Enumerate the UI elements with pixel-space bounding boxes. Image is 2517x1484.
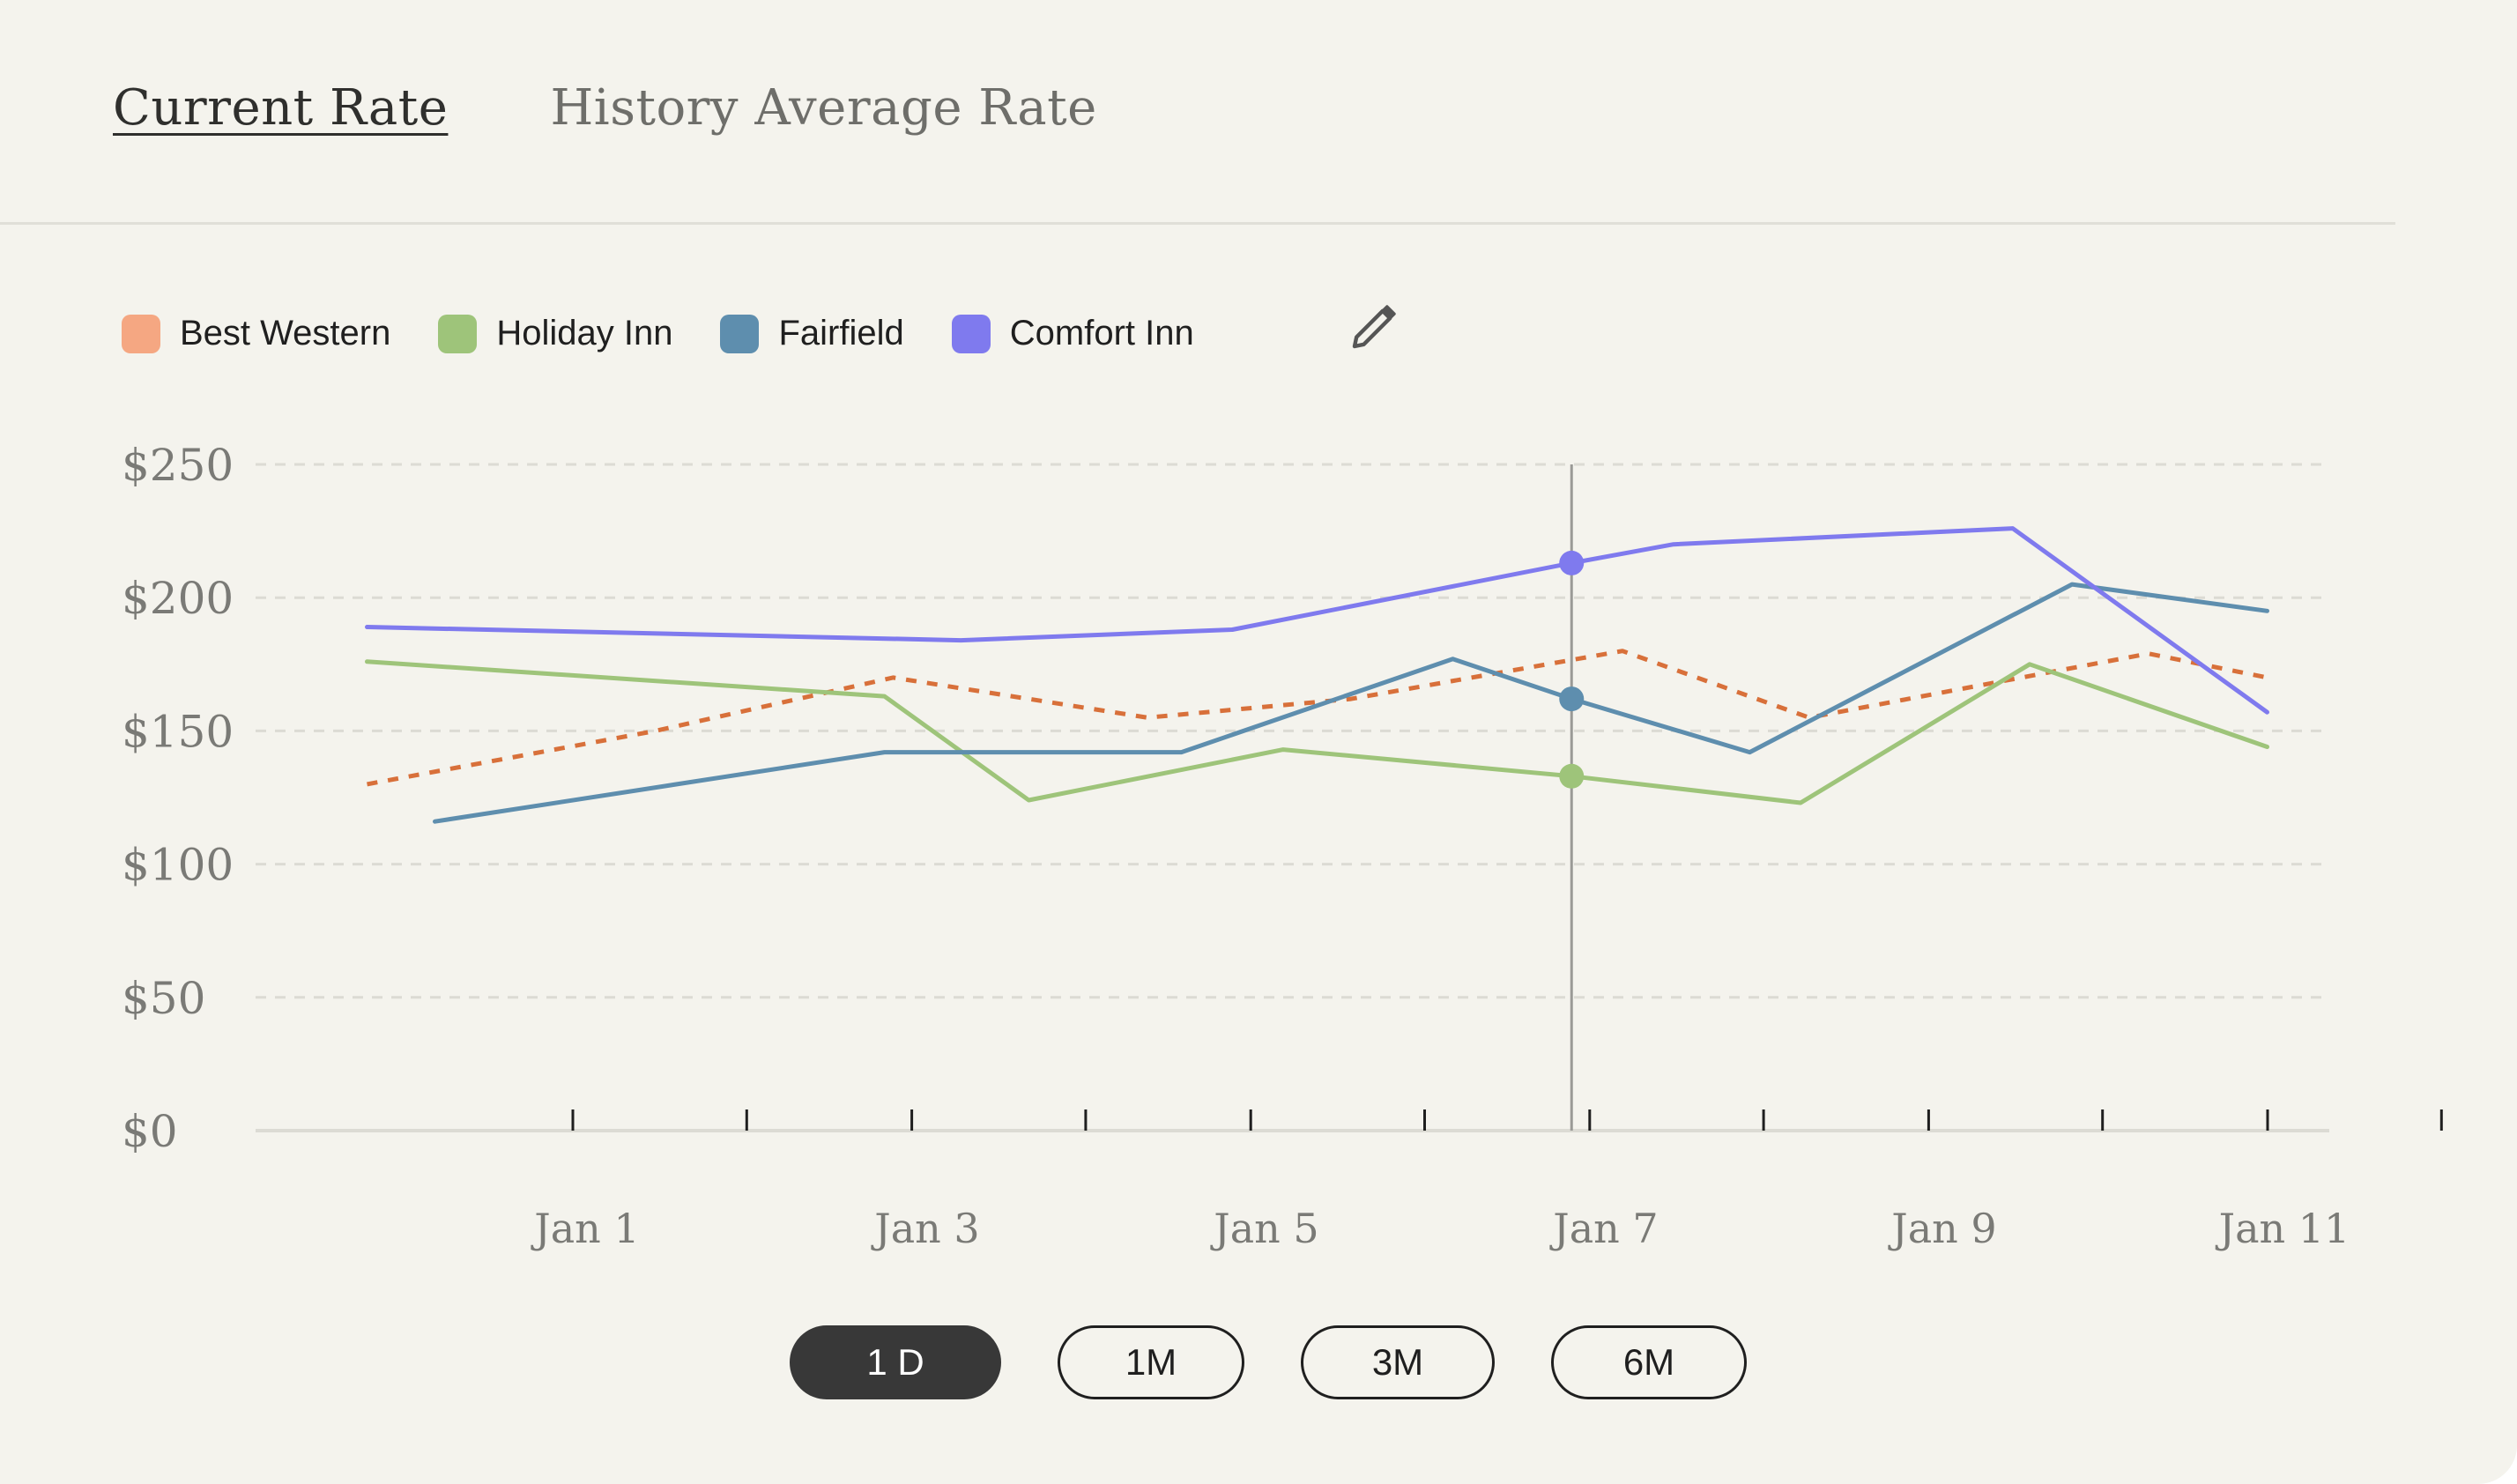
y-tick-label: $50 [122, 973, 205, 1024]
legend-item-fairfield[interactable]: Fairfield [720, 314, 904, 353]
x-tick-label: Jan 9 [1888, 1205, 1996, 1252]
x-tick-label: Jan 3 [871, 1205, 979, 1252]
x-tick-label: Jan 1 [531, 1205, 639, 1252]
legend-label: Holiday Inn [496, 314, 673, 352]
time-range-selector: 1 D 1M 3M 6M [790, 1325, 1747, 1399]
tab-current-rate[interactable]: Current Rate [113, 79, 449, 137]
y-tick-label: $250 [122, 440, 234, 491]
legend-swatch-fairfield [720, 314, 760, 353]
data-point-fairfield [1559, 686, 1585, 712]
legend-label: Best Western [180, 314, 391, 352]
y-tick-label: $100 [122, 840, 234, 891]
tabs-divider [0, 222, 2395, 225]
rate-tabs: Current Rate History Average Rate [113, 79, 1097, 137]
y-tick-label: $0 [122, 1106, 178, 1157]
y-tick-label: $200 [122, 573, 234, 624]
rate-line-chart: $0 $50 $100 $150 $200 $250 Jan 1 Jan 3 Jan 5 Jan … [122, 440, 2443, 1252]
x-tick-label: Jan 5 [1210, 1205, 1318, 1252]
data-point-comfort-inn [1559, 550, 1585, 575]
legend-swatch-holiday-inn [438, 314, 478, 353]
axis-layer: $0 $50 $100 $150 $200 $250 Jan 1 Jan 3 Jan 5 Jan … [122, 440, 2443, 1252]
series-line-comfort-inn [365, 526, 2269, 715]
range-1d-button[interactable]: 1 D [790, 1325, 1001, 1399]
legend-item-best-western[interactable]: Best Western [122, 314, 390, 353]
grid-layer [256, 463, 2329, 999]
x-tick-label: Jan 11 [2216, 1205, 2350, 1252]
legend-item-comfort-inn[interactable]: Comfort Inn [951, 314, 1194, 353]
series-layer [365, 526, 2269, 824]
legend-swatch-comfort-inn [951, 314, 991, 353]
data-point-holiday-inn [1559, 763, 1585, 789]
legend-item-holiday-inn[interactable]: Holiday Inn [438, 314, 672, 353]
legend-label: Comfort Inn [1009, 314, 1194, 352]
tab-history-average-rate[interactable]: History Average Rate [550, 79, 1097, 137]
marker-layer [1559, 550, 1585, 789]
chart-legend: Best Western Holiday Inn Fairfield Comfo… [122, 314, 1242, 353]
series-line-holiday-inn [365, 659, 2269, 805]
series-line-best-western [367, 649, 2268, 787]
series-line-fairfield [433, 582, 2269, 824]
legend-label: Fairfield [778, 314, 904, 352]
legend-swatch-best-western [122, 314, 160, 353]
x-tick-label: Jan 7 [1549, 1205, 1658, 1252]
range-6m-button[interactable]: 6M [1551, 1325, 1747, 1399]
y-tick-label: $150 [122, 706, 234, 757]
range-1m-button[interactable]: 1M [1058, 1325, 1244, 1399]
pencil-icon[interactable] [1345, 298, 1403, 356]
range-3m-button[interactable]: 3M [1301, 1325, 1495, 1399]
